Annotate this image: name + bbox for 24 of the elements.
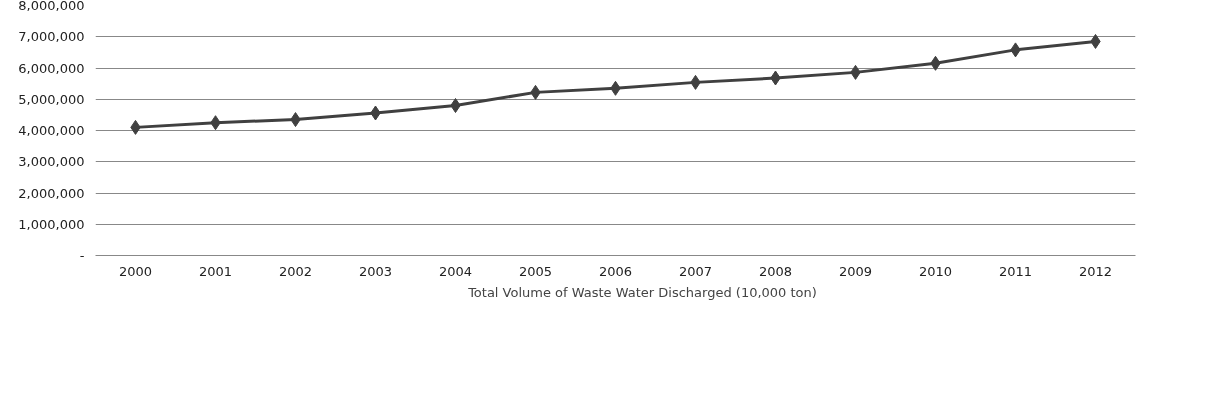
x-tick-label: 2000 xyxy=(118,263,153,279)
x-tick-label: 2007 xyxy=(678,263,713,279)
x-tick-label: 2003 xyxy=(358,263,393,279)
x-tick-label: 2010 xyxy=(918,263,953,279)
point xyxy=(450,98,461,113)
x-tick-label: 2011 xyxy=(998,263,1033,279)
x-tick-label: 2006 xyxy=(598,263,633,279)
x-tick-label: 2002 xyxy=(278,263,313,279)
x-tick-label: 2001 xyxy=(198,263,233,279)
x-tick-label: 2009 xyxy=(838,263,873,279)
x-tick-label: 2008 xyxy=(758,263,793,279)
y-tick-label: 4,000,000 xyxy=(18,123,85,138)
y-tick-label: 2,000,000 xyxy=(18,185,85,201)
y-tick-label: 5,000,000 xyxy=(18,91,85,107)
y-tick-label: - xyxy=(79,248,85,263)
y-tick-label: 7,000,000 xyxy=(18,29,85,45)
x-tick-label: 2005 xyxy=(518,263,553,279)
y-tick-label: 8,000,000 xyxy=(18,0,85,13)
text: Total Volume of Waste Water Discharged (10,000 ton) xyxy=(468,284,817,300)
y-tick-label: 3,000,000 xyxy=(18,154,85,170)
x-tick-label: 2012 xyxy=(1078,263,1113,279)
y-tick-label: 6,000,000 xyxy=(18,60,85,76)
y-tick-label: 1,000,000 xyxy=(18,216,85,232)
x-tick-label: 2004 xyxy=(438,263,473,279)
